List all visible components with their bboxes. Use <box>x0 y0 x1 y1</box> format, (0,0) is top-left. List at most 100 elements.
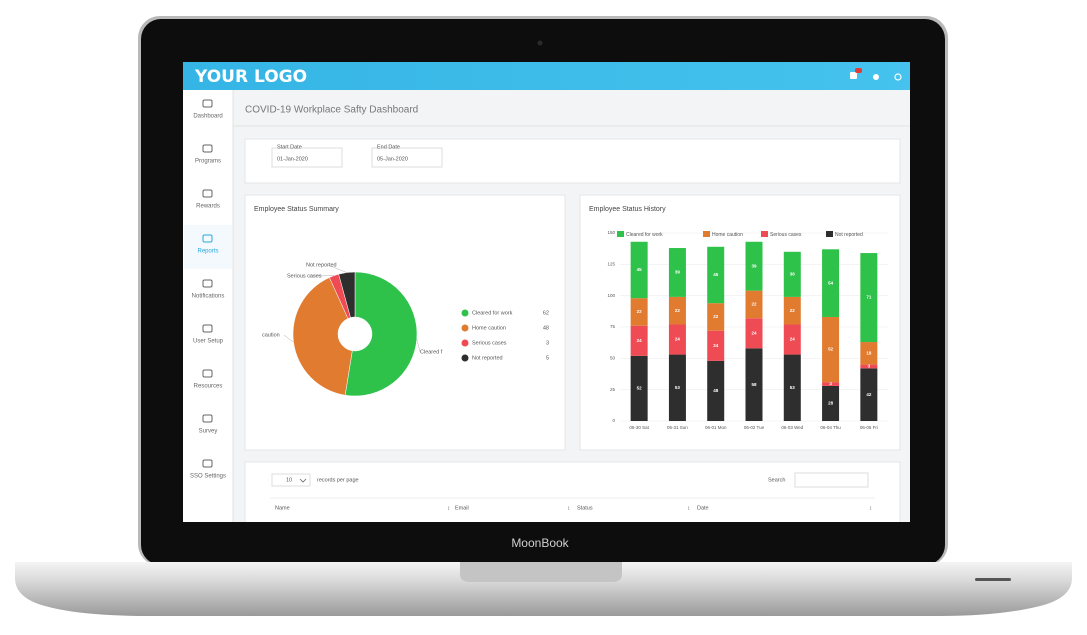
legend-label[interactable]: Cleared for work <box>472 310 513 316</box>
y-tick-label: 150 <box>607 230 615 235</box>
start-date-input[interactable] <box>271 147 343 168</box>
bar-segment <box>860 253 878 343</box>
notification-icon[interactable] <box>850 72 857 79</box>
bar-segment <box>707 246 725 304</box>
legend-label[interactable]: Not reported <box>472 355 503 361</box>
sidebar-item[interactable]: Survey <box>199 429 218 435</box>
legend-swatch <box>461 309 469 317</box>
slice-label: Serious cases <box>287 273 322 279</box>
legend-label[interactable]: Serious cases <box>472 340 507 346</box>
start-date-value: 01-Jan-2020 <box>277 156 308 162</box>
data-label: 52 <box>828 347 834 352</box>
bar-segment <box>783 324 801 355</box>
bar-segment <box>745 318 763 349</box>
card-title: Employee Status History <box>589 206 666 213</box>
leader-line <box>283 334 294 343</box>
logo: YOUR LOGO <box>194 67 307 87</box>
legend-label[interactable]: Cleared for work <box>626 232 663 238</box>
search-input[interactable] <box>794 472 869 488</box>
legend-swatch <box>761 231 768 237</box>
page-size-select[interactable] <box>271 473 311 487</box>
data-label: 52 <box>637 386 643 391</box>
data-label: 22 <box>675 308 681 313</box>
bar-segment <box>745 348 763 421</box>
settings-icon[interactable] <box>873 74 879 80</box>
sidebar-icon <box>202 414 213 423</box>
notification-badge <box>855 68 862 73</box>
y-tick-label: 25 <box>610 387 616 392</box>
bar-segment <box>783 354 801 421</box>
legend-swatch <box>617 231 624 237</box>
x-tick-label: 06-05 Fri <box>860 425 878 430</box>
card-title: Employee Status Summary <box>254 206 339 213</box>
page-size-label: records per page <box>317 477 359 483</box>
data-label: 22 <box>637 309 643 314</box>
sidebar-item[interactable]: User Setup <box>193 339 224 345</box>
legend-value: 48 <box>543 325 549 331</box>
x-tick-label: 06-04 Thu <box>820 425 841 430</box>
data-label: 3 <box>829 381 832 386</box>
pie-slice <box>344 271 418 397</box>
bar-segment <box>707 330 725 361</box>
slice-label: caution <box>262 332 280 338</box>
sidebar-icon <box>202 459 213 468</box>
sidebar-item[interactable]: Reports <box>197 249 218 255</box>
sidebar-item[interactable]: Rewards <box>196 204 220 210</box>
legend-label[interactable]: Home caution <box>712 232 743 238</box>
bar-segment <box>783 296 801 325</box>
bar-segment <box>822 382 840 386</box>
sidebar-item[interactable]: Dashboard <box>193 114 222 120</box>
column-header[interactable]: Email <box>455 505 469 511</box>
sort-icon: ↕ <box>687 505 690 511</box>
end-date-input[interactable] <box>371 147 443 168</box>
pie-slice <box>292 277 353 396</box>
sort-icon: ↕ <box>567 505 570 511</box>
bar-segment <box>630 298 648 326</box>
bar-segment <box>668 324 686 355</box>
bar-segment <box>745 290 763 319</box>
x-tick-label: 06-03 Wed <box>781 425 803 430</box>
pie-slice <box>338 271 356 318</box>
y-tick-label: 125 <box>607 262 615 267</box>
data-label: 22 <box>751 302 757 307</box>
column-header[interactable]: Date <box>697 505 709 511</box>
y-tick-label: 75 <box>610 324 616 329</box>
sidebar-item[interactable]: Notifications <box>192 294 225 300</box>
data-label: 22 <box>790 308 796 313</box>
sidebar-icon <box>202 234 213 243</box>
sidebar-icon <box>202 279 213 288</box>
bar-segment <box>860 342 878 365</box>
legend-label[interactable]: Not reported <box>835 232 863 238</box>
legend-label[interactable]: Serious cases <box>770 232 802 238</box>
data-label: 42 <box>866 392 872 397</box>
sort-icon: ↕ <box>869 505 872 511</box>
power-icon[interactable] <box>894 73 902 81</box>
bar-segment <box>630 241 648 299</box>
slice-label: Not reported <box>306 262 337 268</box>
sidebar-item[interactable]: Programs <box>195 159 221 165</box>
data-label: 53 <box>790 385 796 390</box>
column-header[interactable]: Status <box>577 505 593 511</box>
bar-segment <box>668 354 686 421</box>
bar-segment <box>783 251 801 297</box>
sidebar-item[interactable]: SSO Settings <box>190 474 226 480</box>
data-label: 36 <box>790 272 796 277</box>
page-title: COVID-19 Workplace Safty Dashboard <box>245 105 418 116</box>
bar-segment <box>668 248 686 297</box>
data-label: 39 <box>675 270 681 275</box>
y-tick-label: 0 <box>612 418 615 423</box>
y-tick-label: 100 <box>607 293 615 298</box>
slice-label: Cleared f <box>420 349 443 355</box>
sidebar-icon <box>202 369 213 378</box>
sidebar-icon <box>202 324 213 333</box>
data-label: 71 <box>866 295 872 300</box>
sidebar-item[interactable]: Resources <box>194 384 223 390</box>
legend-value: 62 <box>543 310 549 316</box>
leader-line <box>327 264 347 273</box>
x-tick-label: 05-31 Sun <box>667 425 688 430</box>
legend-label[interactable]: Home caution <box>472 325 506 331</box>
sidebar-icon <box>202 144 213 153</box>
column-header[interactable]: Name <box>275 505 290 511</box>
select-caret <box>299 478 307 483</box>
